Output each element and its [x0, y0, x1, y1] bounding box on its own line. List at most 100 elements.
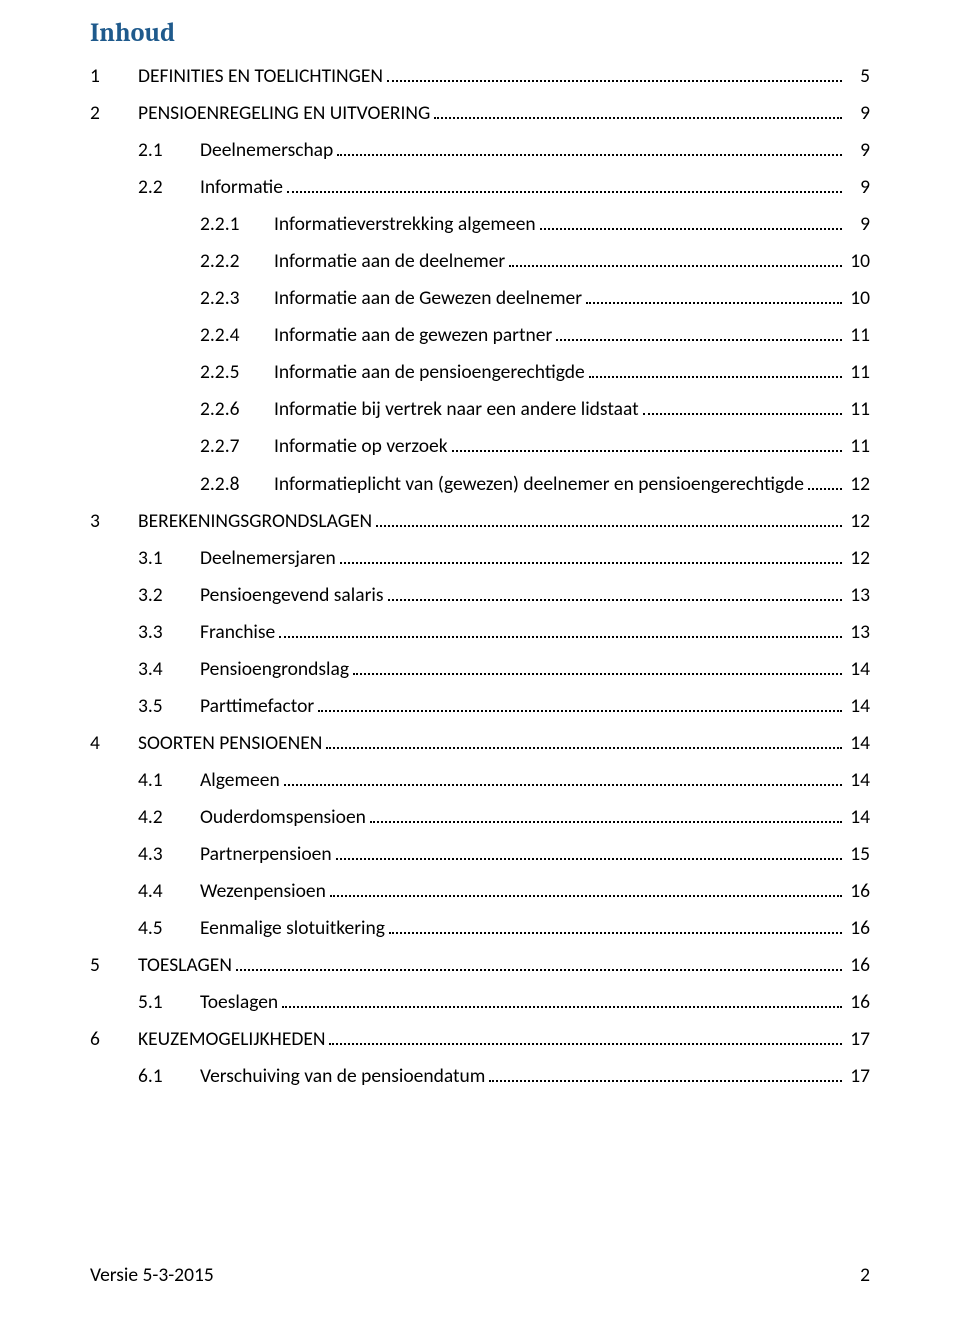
toc-entry-number: 4.2	[138, 799, 200, 836]
toc-entry[interactable]: 2.2.6Informatie bij vertrek naar een and…	[90, 391, 870, 428]
toc-entry-title: Franchise	[200, 614, 275, 651]
toc-leader-dots	[556, 339, 842, 341]
toc-entry-page: 17	[846, 1021, 870, 1058]
toc-leader-dots	[808, 488, 842, 490]
toc-entry[interactable]: 2.2.1Informatieverstrekking algemeen9	[90, 206, 870, 243]
toc-entry[interactable]: 2.2.4Informatie aan de gewezen partner11	[90, 317, 870, 354]
toc-entry-title: Ouderdomspensioen	[200, 799, 366, 836]
toc-entry-page: 16	[846, 910, 870, 947]
toc-entry-title: Informatie aan de pensioengerechtigde	[274, 354, 585, 391]
toc-entry[interactable]: 5.1Toeslagen16	[90, 984, 870, 1021]
toc-leader-dots	[388, 599, 843, 601]
toc-entry[interactable]: 4.3Partnerpensioen15	[90, 836, 870, 873]
toc-entry-number: 2.2.3	[200, 280, 274, 317]
toc-entry-page: 14	[846, 651, 870, 688]
toc-entry[interactable]: 4.2Ouderdomspensioen14	[90, 799, 870, 836]
toc-entry-title: Wezenpensioen	[200, 873, 326, 910]
toc-leader-dots	[540, 228, 842, 230]
toc-entry-page: 11	[846, 428, 870, 465]
toc-entry-title: TOESLAGEN	[138, 947, 232, 984]
toc-entry-page: 16	[846, 947, 870, 984]
toc-entry-page: 15	[846, 836, 870, 873]
toc-entry-title: Informatie op verzoek	[274, 428, 448, 465]
toc-entry-number: 3.4	[138, 651, 200, 688]
toc-entry-page: 11	[846, 391, 870, 428]
toc-entry-number: 3.5	[138, 688, 200, 725]
toc-entry[interactable]: 4.1Algemeen 14	[90, 762, 870, 799]
toc-entry[interactable]: 1DEFINITIES EN TOELICHTINGEN5	[90, 58, 870, 95]
toc-leader-dots	[282, 1006, 842, 1008]
toc-entry-title: PENSIOENREGELING EN UITVOERING	[138, 95, 430, 132]
toc-leader-dots	[340, 562, 842, 564]
toc-entry[interactable]: 2.2.2Informatie aan de deelnemer10	[90, 243, 870, 280]
toc-entry-page: 10	[846, 243, 870, 280]
toc-entry-number: 4.1	[138, 762, 200, 799]
toc-leader-dots	[489, 1080, 842, 1082]
toc-leader-dots	[376, 525, 842, 527]
toc-entry-number: 1	[90, 58, 138, 95]
toc-entry-page: 12	[846, 466, 870, 503]
toc-entry-page: 5	[846, 58, 870, 95]
toc-entry[interactable]: 3.2Pensioengevend salaris13	[90, 577, 870, 614]
toc-entry[interactable]: 2.1Deelnemerschap9	[90, 132, 870, 169]
toc-entry-title: Parttimefactor	[200, 688, 314, 725]
toc-entry[interactable]: 2.2.8Informatieplicht van (gewezen) deel…	[90, 466, 870, 503]
toc-entry-page: 11	[846, 317, 870, 354]
toc-leader-dots	[643, 413, 842, 415]
toc-entry-number: 6	[90, 1021, 138, 1058]
toc-leader-dots	[586, 302, 842, 304]
toc-entry-page: 12	[846, 503, 870, 540]
toc-entry-title: Informatie	[200, 169, 283, 206]
toc-entry-page: 9	[846, 169, 870, 206]
toc-entry[interactable]: 6KEUZEMOGELIJKHEDEN 17	[90, 1021, 870, 1058]
toc-leader-dots	[236, 969, 842, 971]
toc-entry[interactable]: 6.1Verschuiving van de pensioendatum17	[90, 1058, 870, 1095]
toc-entry-title: KEUZEMOGELIJKHEDEN	[138, 1021, 325, 1058]
toc-entry-number: 3.3	[138, 614, 200, 651]
toc-entry[interactable]: 3.4Pensioengrondslag 14	[90, 651, 870, 688]
footer-version: Versie 5-3-2015	[90, 1263, 214, 1287]
toc-entry-page: 14	[846, 762, 870, 799]
toc-entry-title: Informatie aan de deelnemer	[274, 243, 505, 280]
toc-entry-number: 2.2.6	[200, 391, 274, 428]
toc-entry[interactable]: 4.5Eenmalige slotuitkering16	[90, 910, 870, 947]
toc-entry-title: Informatieplicht van (gewezen) deelnemer…	[274, 466, 804, 503]
toc-entry-title: Pensioengrondslag	[200, 651, 349, 688]
toc-leader-dots	[353, 673, 842, 675]
toc-entry[interactable]: 2.2.7Informatie op verzoek11	[90, 428, 870, 465]
table-of-contents: 1DEFINITIES EN TOELICHTINGEN52PENSIOENRE…	[90, 58, 870, 1095]
toc-entry[interactable]: 4.4Wezenpensioen16	[90, 873, 870, 910]
toc-entry-title: Informatie aan de Gewezen deelnemer	[274, 280, 582, 317]
toc-entry-number: 2.2.4	[200, 317, 274, 354]
toc-entry[interactable]: 2.2.3Informatie aan de Gewezen deelnemer…	[90, 280, 870, 317]
toc-entry-page: 9	[846, 95, 870, 132]
toc-title: Inhoud	[90, 18, 870, 48]
toc-entry[interactable]: 2.2Informatie 9	[90, 169, 870, 206]
footer-page-number: 2	[860, 1263, 870, 1287]
toc-entry-title: Deelnemersjaren	[200, 540, 336, 577]
toc-entry-title: Algemeen	[200, 762, 280, 799]
toc-entry[interactable]: 4SOORTEN PENSIOENEN14	[90, 725, 870, 762]
toc-entry-number: 6.1	[138, 1058, 200, 1095]
toc-entry[interactable]: 3.3Franchise 13	[90, 614, 870, 651]
toc-entry[interactable]: 3BEREKENINGSGRONDSLAGEN12	[90, 503, 870, 540]
toc-entry[interactable]: 3.5Parttimefactor14	[90, 688, 870, 725]
toc-entry-title: Verschuiving van de pensioendatum	[200, 1058, 485, 1095]
toc-entry-number: 3.1	[138, 540, 200, 577]
toc-leader-dots	[589, 376, 842, 378]
toc-entry-page: 13	[846, 614, 870, 651]
toc-entry-title: Partnerpensioen	[200, 836, 332, 873]
page-footer: Versie 5-3-2015 2	[90, 1263, 870, 1287]
toc-entry-number: 3.2	[138, 577, 200, 614]
toc-leader-dots	[509, 265, 842, 267]
toc-entry[interactable]: 3.1Deelnemersjaren 12	[90, 540, 870, 577]
toc-entry-number: 4.4	[138, 873, 200, 910]
toc-leader-dots	[336, 858, 842, 860]
toc-entry-number: 2.2	[138, 169, 200, 206]
toc-entry[interactable]: 5TOESLAGEN16	[90, 947, 870, 984]
toc-entry[interactable]: 2.2.5Informatie aan de pensioengerechtig…	[90, 354, 870, 391]
toc-entry[interactable]: 2PENSIOENREGELING EN UITVOERING9	[90, 95, 870, 132]
toc-leader-dots	[337, 154, 842, 156]
toc-entry-page: 12	[846, 540, 870, 577]
toc-leader-dots	[452, 450, 842, 452]
